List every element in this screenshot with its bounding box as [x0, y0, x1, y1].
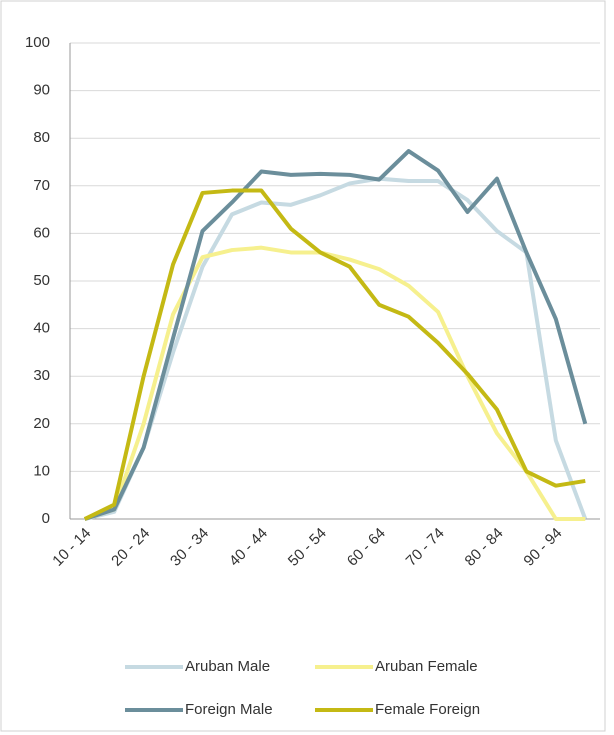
y-tick-label: 70 [33, 177, 50, 194]
legend-label: Female Foreign [375, 701, 480, 718]
y-tick-label: 40 [33, 320, 50, 337]
y-tick-label: 100 [25, 34, 50, 51]
y-tick-label: 20 [33, 415, 50, 432]
legend-label: Aruban Male [185, 658, 270, 675]
y-tick-label: 10 [33, 462, 50, 479]
y-tick-label: 80 [33, 129, 50, 146]
y-tick-label: 90 [33, 82, 50, 99]
line-series [84, 245, 586, 521]
legend-label: Foreign Male [185, 701, 273, 718]
y-tick-label: 30 [33, 367, 50, 384]
line-series [84, 176, 588, 521]
y-tick-label: 50 [33, 272, 50, 289]
line-series [84, 149, 588, 521]
y-tick-label: 60 [33, 224, 50, 241]
y-tick-label: 0 [42, 510, 50, 527]
line-series [83, 188, 586, 521]
legend-label: Aruban Female [375, 658, 478, 675]
